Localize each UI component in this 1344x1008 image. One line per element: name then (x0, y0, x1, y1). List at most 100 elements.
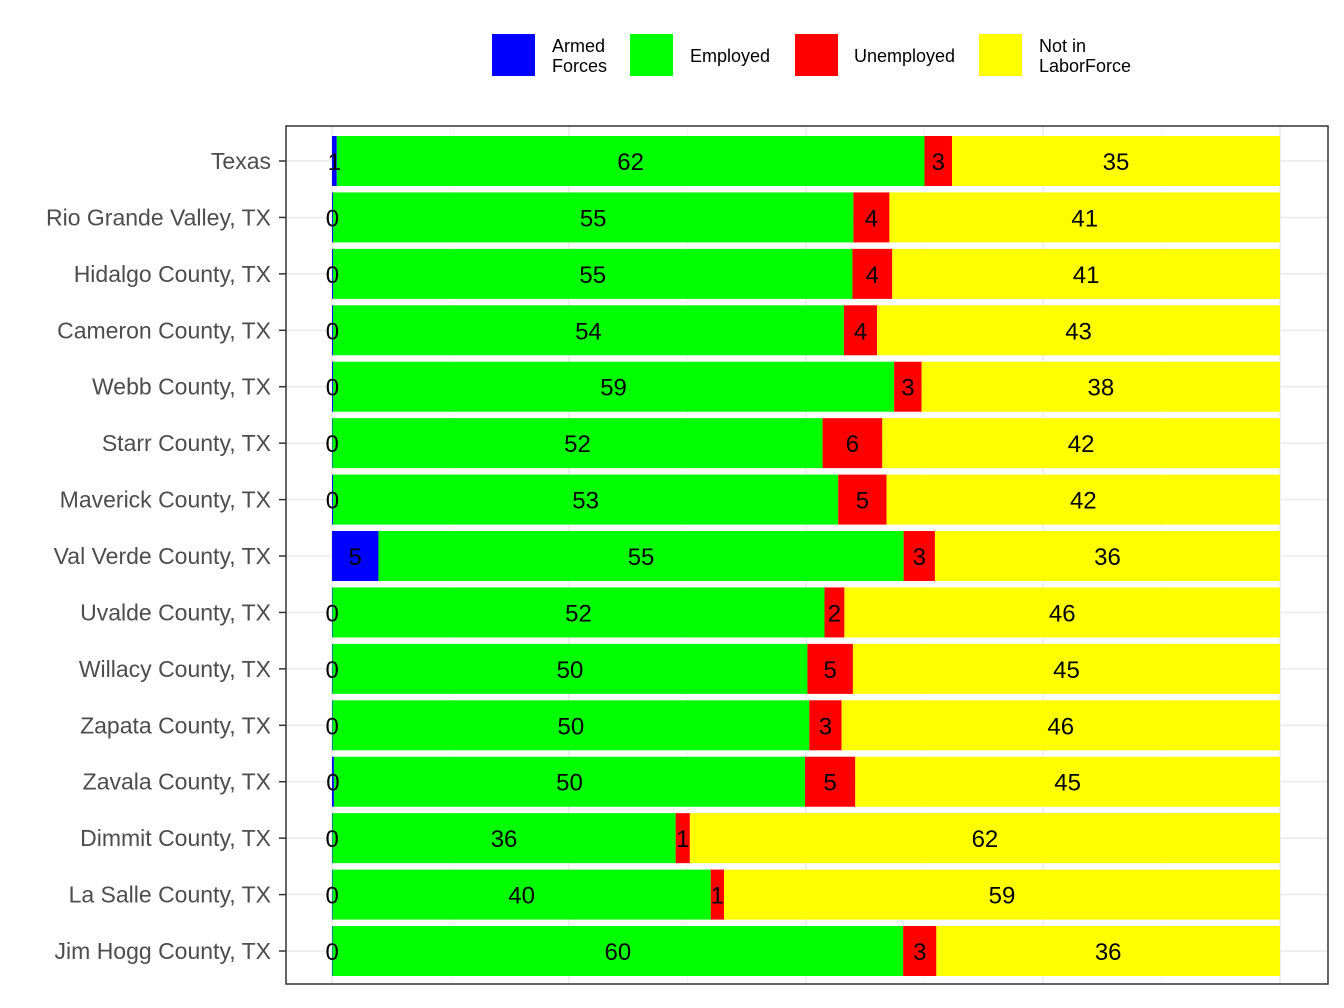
data-label: 62 (617, 149, 644, 176)
legend-label: LaborForce (1039, 56, 1131, 76)
data-label: 52 (564, 431, 591, 458)
data-label: 36 (1094, 544, 1121, 571)
bar-segment (332, 813, 676, 864)
data-label: 2 (828, 600, 841, 627)
data-label: 41 (1073, 262, 1100, 289)
y-tick-label: Texas (211, 148, 271, 174)
data-label: 0 (326, 713, 339, 740)
y-tick-label: Zapata County, TX (80, 712, 271, 738)
y-tick-label: Val Verde County, TX (54, 543, 271, 569)
data-label: 0 (326, 375, 339, 402)
bar-segment (882, 418, 1280, 469)
data-label: 36 (1095, 939, 1122, 966)
y-tick-label: Webb County, TX (92, 374, 271, 400)
bar-segment (824, 587, 845, 638)
data-label: 62 (972, 826, 999, 853)
legend-label: Unemployed (854, 46, 955, 66)
data-label: 0 (326, 488, 339, 515)
bar-segment (332, 587, 825, 638)
bar-segment (934, 531, 1280, 582)
y-tick-label: Willacy County, TX (79, 656, 271, 682)
data-label: 42 (1070, 488, 1097, 515)
y-tick-label: La Salle County, TX (69, 882, 271, 908)
bar-segment (852, 248, 893, 299)
bar-segment (332, 643, 808, 694)
bar-segment (332, 248, 333, 299)
bar-segment (822, 418, 883, 469)
panel-border (285, 125, 1329, 985)
bar-segment (332, 926, 904, 977)
bar-segment (838, 474, 887, 525)
data-label: 3 (901, 375, 914, 402)
y-tick-label: Jim Hogg County, TX (55, 938, 271, 964)
data-label: 0 (326, 205, 339, 232)
legend-key (630, 34, 673, 76)
bar-segment (877, 305, 1280, 356)
bar-segment (332, 418, 823, 469)
bar-segment (889, 192, 1280, 243)
data-label: 50 (558, 713, 585, 740)
data-label: 5 (823, 770, 836, 797)
bar-segment (903, 926, 937, 977)
y-tick-label: Maverick County, TX (60, 487, 271, 513)
bar-segment (332, 474, 839, 525)
bar-segment (710, 869, 724, 920)
bar-segment (886, 474, 1280, 525)
data-label: 50 (556, 770, 583, 797)
bar-segment (332, 474, 333, 525)
data-label: 0 (326, 262, 339, 289)
data-label: 55 (628, 544, 655, 571)
bar-segment (894, 361, 922, 412)
data-label: 52 (565, 600, 592, 627)
legend-label: Not in (1039, 36, 1086, 56)
bar-segment (852, 643, 1280, 694)
bar-segment (844, 587, 1280, 638)
bar-segment (332, 756, 334, 807)
data-label: 55 (579, 262, 606, 289)
data-label: 0 (326, 431, 339, 458)
data-label: 6 (846, 431, 859, 458)
bar-segment (903, 531, 935, 582)
data-label: 0 (326, 826, 339, 853)
data-label: 35 (1103, 149, 1130, 176)
legend-key (795, 34, 838, 76)
bar-segment (332, 700, 810, 751)
bar-segment (332, 531, 379, 582)
y-tick-label: Zavala County, TX (83, 769, 271, 795)
data-label: 45 (1054, 770, 1081, 797)
bar-segment (892, 248, 1280, 299)
bar-segment (332, 192, 854, 243)
y-tick-label: Cameron County, TX (57, 317, 271, 343)
y-tick-label: Starr County, TX (102, 430, 271, 456)
bar-segment (332, 248, 853, 299)
data-label: 1 (711, 883, 724, 910)
bar-segment (843, 305, 878, 356)
data-label: 40 (508, 883, 535, 910)
data-label: 50 (557, 657, 584, 684)
bar-segment (336, 136, 925, 186)
bar-segment (332, 305, 333, 356)
y-tick-label: Dimmit County, TX (80, 825, 271, 851)
bar-segment (332, 136, 337, 186)
y-tick-label: Rio Grande Valley, TX (46, 204, 271, 230)
bars (332, 136, 1280, 977)
data-label: 0 (326, 883, 339, 910)
data-label: 36 (491, 826, 518, 853)
data-label: 0 (326, 318, 339, 345)
bar-segment (951, 136, 1280, 186)
bar-segment (805, 756, 856, 807)
bar-segment (924, 136, 952, 186)
bar-segment (841, 700, 1280, 751)
data-label: 3 (932, 149, 945, 176)
bar-segment (333, 756, 806, 807)
data-label: 4 (866, 262, 879, 289)
data-label: 5 (856, 488, 869, 515)
bar-segment (723, 869, 1280, 920)
data-label: 60 (604, 939, 631, 966)
data-label: 53 (572, 488, 599, 515)
bar-segment (378, 531, 904, 582)
bar-segment (332, 305, 844, 356)
bar-segment (807, 643, 853, 694)
bar-segment (921, 361, 1280, 412)
